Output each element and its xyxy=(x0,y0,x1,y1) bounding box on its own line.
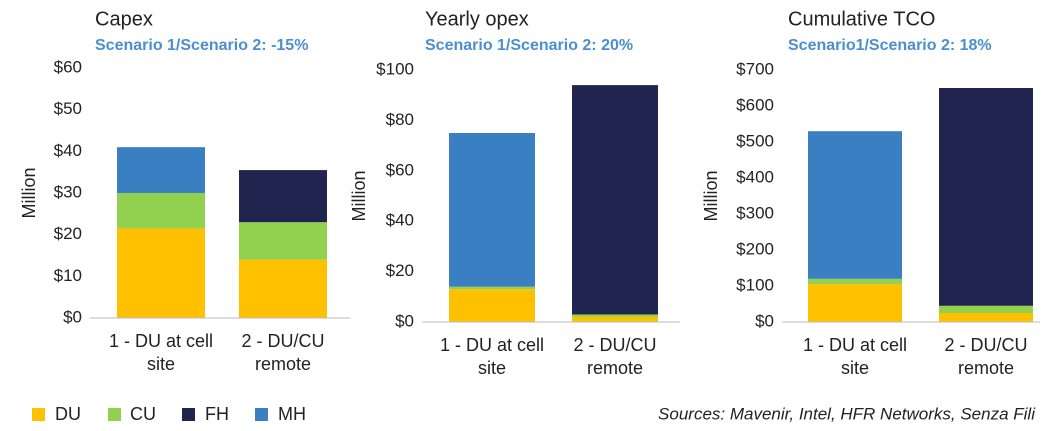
legend-swatch xyxy=(182,408,195,421)
y-tick-label: $100 xyxy=(376,59,414,78)
legend-label: MH xyxy=(278,404,306,424)
legend-swatch xyxy=(32,408,45,421)
y-tick-label: $700 xyxy=(736,59,774,78)
bar-segment xyxy=(572,85,658,315)
y-tick-label: $80 xyxy=(386,110,414,129)
legend-label: DU xyxy=(55,404,81,424)
y-tick-label: $500 xyxy=(736,131,774,150)
y-tick-label: $100 xyxy=(736,275,774,294)
legend-label: FH xyxy=(205,404,229,424)
bar-segment xyxy=(572,314,658,317)
bar-segment xyxy=(239,170,327,223)
bar-segment xyxy=(808,284,902,322)
y-tick-label: $0 xyxy=(63,307,82,326)
bar-segment xyxy=(808,278,902,285)
x-tick-label: 1 - DU at cell site xyxy=(439,335,545,378)
bar-segment xyxy=(449,133,535,287)
x-tick-label: 1 - DU at cell site xyxy=(108,331,214,374)
x-tick-label: 2 - DU/CU remote xyxy=(241,331,325,374)
y-tick-label: $600 xyxy=(736,95,774,114)
bar-segment xyxy=(572,316,658,322)
bar-segment xyxy=(808,131,902,279)
bar-segment xyxy=(239,259,327,318)
bar-segment xyxy=(117,228,205,318)
chart-title: Yearly opex xyxy=(425,8,529,30)
y-tick-label: $50 xyxy=(54,99,82,118)
y-tick-label: $10 xyxy=(54,266,82,285)
y-tick-label: $400 xyxy=(736,167,774,186)
y-tick-label: $40 xyxy=(386,211,414,230)
chart-title: Cumulative TCO xyxy=(788,8,935,30)
y-tick-label: $40 xyxy=(54,141,82,160)
x-tick-label: 1 - DU at cell site xyxy=(802,335,908,378)
y-tick-label: $30 xyxy=(54,182,82,201)
y-tick-label: $20 xyxy=(54,224,82,243)
bar-segment xyxy=(939,305,1033,313)
y-tick-label: $0 xyxy=(755,311,774,330)
x-tick-label: 2 - DU/CU remote xyxy=(944,335,1028,378)
chart-subtitle: Scenario 1/Scenario 2: 20% xyxy=(425,37,633,54)
source: Sources: Mavenir, Intel, HFR Networks, S… xyxy=(658,404,1036,423)
x-tick-label: 2 - DU/CU remote xyxy=(573,335,657,378)
bar-segment xyxy=(117,193,205,229)
bar-segment xyxy=(239,222,327,260)
legend-swatch xyxy=(255,408,268,421)
y-tick-label: $60 xyxy=(386,160,414,179)
y-tick-label: $60 xyxy=(54,57,82,76)
bar-segment xyxy=(117,147,205,193)
y-axis-label: Million xyxy=(701,170,721,221)
y-tick-label: $200 xyxy=(736,239,774,258)
bar-segment xyxy=(449,286,535,290)
y-tick-label: $20 xyxy=(386,261,414,280)
legend-label: CU xyxy=(130,404,156,424)
bar-segment xyxy=(939,313,1033,322)
bar-segment xyxy=(449,289,535,322)
bar-segment xyxy=(939,88,1033,306)
y-tick-label: $300 xyxy=(736,203,774,222)
chart-title: Capex xyxy=(95,8,153,30)
y-axis-label: Million xyxy=(19,167,39,218)
y-tick-label: $0 xyxy=(395,311,414,330)
legend-swatch xyxy=(108,408,121,421)
y-axis-label: Million xyxy=(349,170,369,221)
chart-subtitle: Scenario1/Scenario 2: 18% xyxy=(788,37,992,54)
chart-subtitle: Scenario 1/Scenario 2: -15% xyxy=(95,37,308,54)
